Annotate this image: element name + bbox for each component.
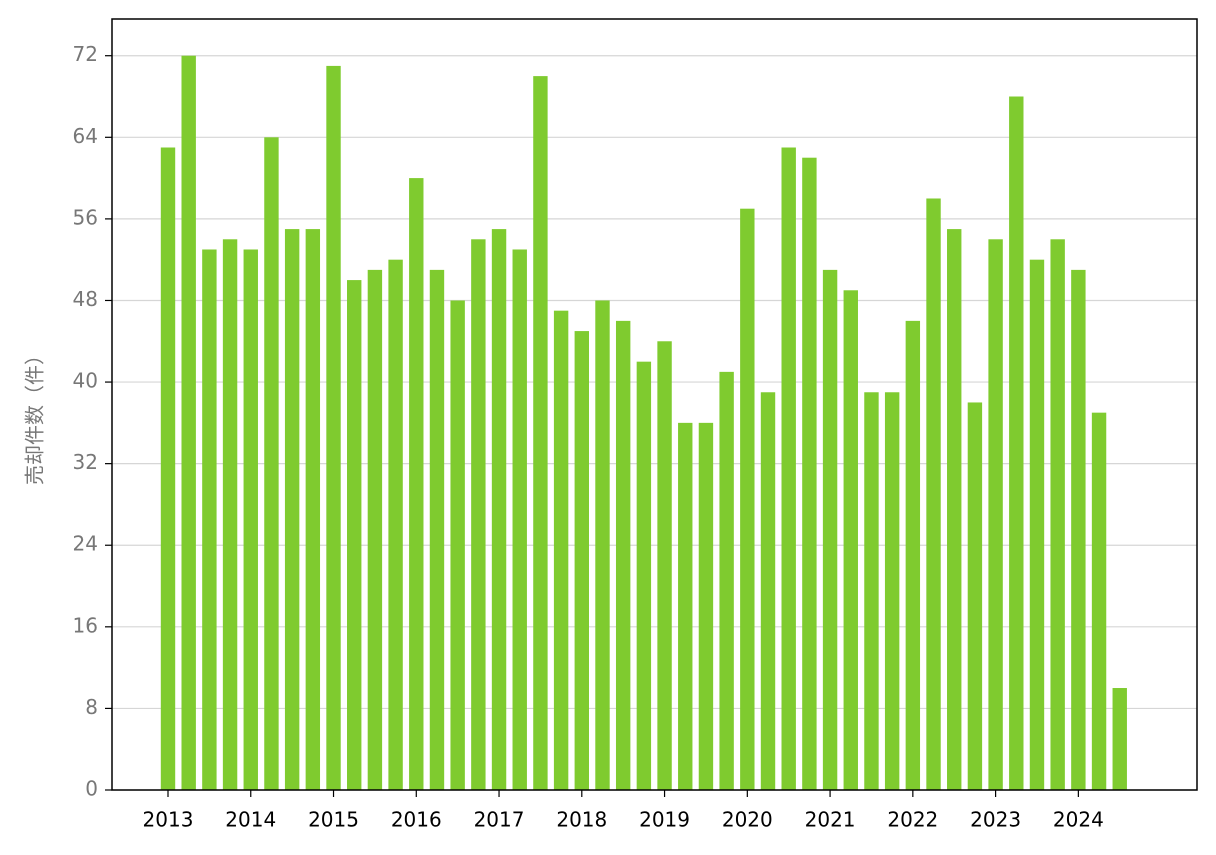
bar xyxy=(512,249,527,790)
y-tick-label: 64 xyxy=(73,124,98,148)
bar xyxy=(491,229,507,791)
bar xyxy=(574,331,589,790)
bar xyxy=(905,320,921,790)
bar xyxy=(678,422,693,790)
bar xyxy=(533,76,548,791)
bar xyxy=(1091,412,1107,790)
bar xyxy=(471,239,486,791)
bar xyxy=(553,310,569,790)
bar xyxy=(181,55,196,790)
x-tick-label: 2019 xyxy=(639,808,690,832)
x-tick-label: 2013 xyxy=(143,808,194,832)
bar xyxy=(657,341,672,790)
bar xyxy=(802,157,817,790)
bars xyxy=(160,55,1127,791)
y-tick-label: 24 xyxy=(73,532,98,556)
x-tick-label: 2014 xyxy=(225,808,276,832)
y-tick-label: 48 xyxy=(73,287,98,311)
bar xyxy=(864,392,879,790)
bar xyxy=(450,300,465,790)
bar xyxy=(305,229,321,791)
x-tick-label: 2023 xyxy=(970,808,1021,832)
bar xyxy=(160,147,176,790)
x-tick-label: 2017 xyxy=(474,808,525,832)
bar xyxy=(947,229,962,791)
bar xyxy=(1112,688,1127,790)
y-tick-label: 0 xyxy=(85,777,98,801)
plot-frame xyxy=(111,18,1198,791)
bar xyxy=(409,178,424,791)
x-tick-label: 2018 xyxy=(556,808,607,832)
bar xyxy=(698,422,714,790)
bar xyxy=(367,269,383,790)
bar xyxy=(760,392,776,790)
bar xyxy=(388,259,403,791)
y-tick-label: 16 xyxy=(73,613,98,637)
bar xyxy=(988,239,1003,791)
y-tick-label: 72 xyxy=(73,42,98,66)
bar xyxy=(843,290,858,790)
bar xyxy=(1009,96,1024,790)
y-tick-label: 40 xyxy=(73,369,98,393)
bar xyxy=(326,65,341,790)
bar xyxy=(967,402,983,790)
bar xyxy=(781,147,796,790)
bar xyxy=(347,280,362,790)
x-tick-label: 2024 xyxy=(1053,808,1104,832)
bar xyxy=(284,229,300,791)
y-tick-label: 56 xyxy=(73,205,98,229)
bar xyxy=(926,198,941,790)
bar xyxy=(264,137,279,791)
x-tick-label: 2016 xyxy=(391,808,442,832)
bar xyxy=(1029,259,1045,791)
bar xyxy=(1050,239,1065,791)
bar xyxy=(429,269,445,790)
x-tick-label: 2020 xyxy=(722,808,773,832)
bar xyxy=(719,371,734,790)
bar xyxy=(822,269,838,790)
y-axis-label: 売却件数（件） xyxy=(23,345,47,485)
bar xyxy=(615,320,631,790)
x-tick-label: 2015 xyxy=(308,808,359,832)
y-tick-label: 32 xyxy=(73,450,98,474)
bar xyxy=(1071,269,1086,790)
bar xyxy=(202,249,217,790)
y-tick-label: 8 xyxy=(85,695,98,719)
bar xyxy=(595,300,610,790)
bar xyxy=(636,361,652,790)
bar xyxy=(243,249,258,790)
x-tick-label: 2022 xyxy=(887,808,938,832)
bar xyxy=(884,392,900,790)
x-tick-label: 2021 xyxy=(805,808,856,832)
bar xyxy=(222,239,238,791)
bar xyxy=(740,208,755,790)
